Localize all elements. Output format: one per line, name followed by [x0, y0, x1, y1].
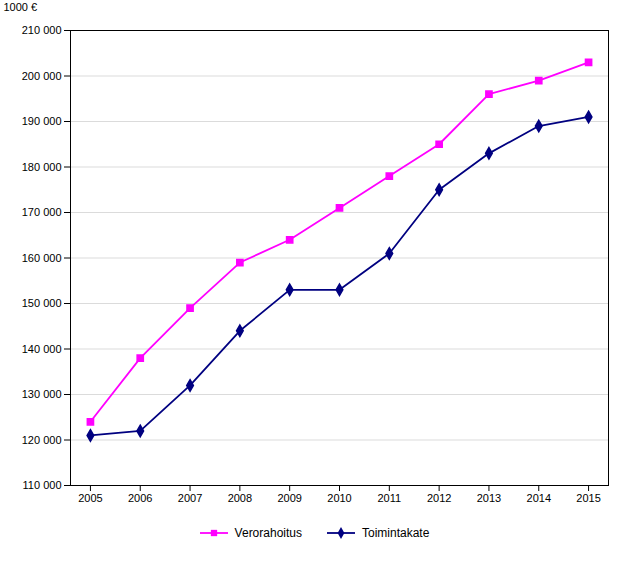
svg-text:1000 €: 1000 € — [4, 1, 38, 13]
svg-text:2007: 2007 — [178, 492, 202, 504]
svg-text:2009: 2009 — [277, 492, 301, 504]
svg-text:210 000: 210 000 — [22, 24, 62, 36]
svg-text:2010: 2010 — [327, 492, 351, 504]
svg-text:2008: 2008 — [228, 492, 252, 504]
svg-text:150 000: 150 000 — [22, 297, 62, 309]
svg-text:190 000: 190 000 — [22, 115, 62, 127]
html-text:Toimintakate: Toimintakate — [362, 526, 430, 540]
svg-text:200 000: 200 000 — [22, 70, 62, 82]
svg-text:2013: 2013 — [477, 492, 501, 504]
svg-text:130 000: 130 000 — [22, 388, 62, 400]
svg-text:120 000: 120 000 — [22, 434, 62, 446]
svg-text:110 000: 110 000 — [23, 479, 62, 491]
svg-text:2011: 2011 — [377, 492, 401, 504]
html-text:Verorahoitus: Verorahoitus — [234, 526, 302, 540]
svg-text:2015: 2015 — [576, 492, 600, 504]
svg-text:140 000: 140 000 — [22, 343, 62, 355]
svg-text:180 000: 180 000 — [22, 161, 62, 173]
svg-text:2005: 2005 — [78, 492, 102, 504]
svg-text:2014: 2014 — [527, 492, 551, 504]
svg-text:170 000: 170 000 — [22, 206, 62, 218]
svg-text:2006: 2006 — [128, 492, 152, 504]
svg-text:2012: 2012 — [427, 492, 451, 504]
svg-text:160 000: 160 000 — [22, 252, 62, 264]
